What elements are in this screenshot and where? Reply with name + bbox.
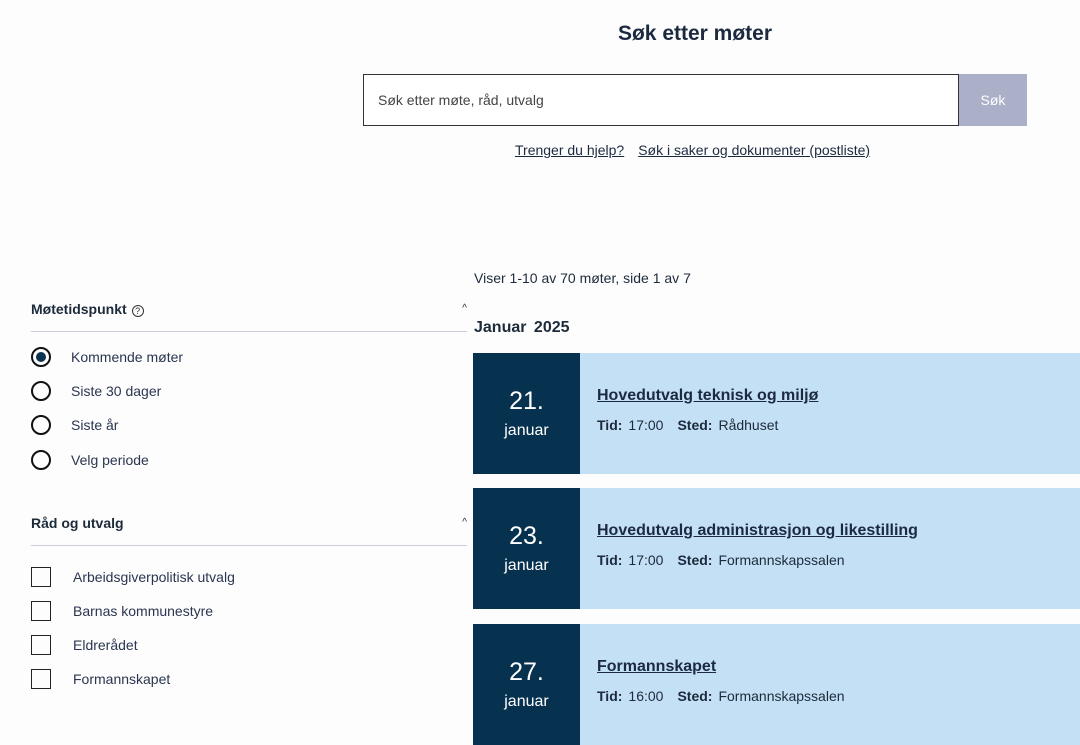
search-input[interactable]: Søk etter møte, råd, utvalg bbox=[363, 74, 959, 126]
option-label: Siste 30 dager bbox=[71, 383, 162, 399]
option-label: Velg periode bbox=[71, 452, 149, 468]
date-month: januar bbox=[504, 422, 549, 439]
option-label: Arbeidsgiverpolitisk utvalg bbox=[73, 569, 235, 585]
meeting-time: 16:00 bbox=[628, 688, 664, 704]
meeting-card[interactable]: 27. januar Formannskapet Tid: 16:00 Sted: Fo… bbox=[473, 624, 1080, 745]
page-title: Søk etter møter bbox=[617, 22, 773, 45]
month-heading: Januar 2025 bbox=[474, 319, 570, 336]
radio-last-year[interactable]: Siste år bbox=[31, 415, 118, 435]
date-day: 23. bbox=[509, 522, 544, 550]
radio-upcoming[interactable]: Kommende møter bbox=[31, 347, 183, 367]
chevron-up-icon[interactable]: ^ bbox=[462, 517, 467, 528]
place-label: Sted: bbox=[677, 417, 713, 433]
option-label: Siste år bbox=[71, 417, 119, 433]
time-label: Tid: bbox=[597, 417, 623, 433]
checkbox-icon[interactable] bbox=[31, 601, 51, 621]
option-label: Kommende møter bbox=[71, 349, 184, 365]
date-block: 23. januar bbox=[473, 488, 580, 609]
filter-bodies-header[interactable]: Råd og utvalg ^ bbox=[31, 500, 467, 546]
meeting-place: Formannskapssalen bbox=[718, 688, 845, 704]
filter-time-header[interactable]: Møtetidspunkt? ^ bbox=[31, 286, 467, 332]
meeting-card[interactable]: 21. januar Hovedutvalg teknisk og miljø T… bbox=[473, 353, 1080, 474]
meeting-time: 17:00 bbox=[628, 552, 664, 568]
meeting-title-link[interactable]: Hovedutvalg teknisk og miljø bbox=[597, 387, 819, 404]
date-day: 21. bbox=[509, 387, 544, 415]
result-count: Viser 1-10 av 70 møter, side 1 av 7 bbox=[474, 270, 691, 286]
radio-last-30[interactable]: Siste 30 dager bbox=[31, 381, 161, 401]
meeting-time: 17:00 bbox=[628, 417, 664, 433]
checkbox-item[interactable]: Eldrerådet bbox=[31, 635, 138, 655]
time-label: Tid: bbox=[597, 688, 623, 704]
option-label: Barnas kommunestyre bbox=[73, 603, 214, 619]
option-label: Formannskapet bbox=[73, 671, 171, 687]
search-placeholder: Søk etter møte, råd, utvalg bbox=[378, 92, 544, 108]
checkbox-icon[interactable] bbox=[31, 567, 51, 587]
checkbox-icon[interactable] bbox=[31, 669, 51, 689]
date-month: januar bbox=[504, 557, 549, 574]
checkbox-item[interactable]: Formannskapet bbox=[31, 669, 170, 689]
filter-time-label: Møtetidspunkt bbox=[31, 300, 127, 317]
radio-icon[interactable] bbox=[31, 381, 51, 401]
radio-icon[interactable] bbox=[31, 450, 51, 470]
help-icon[interactable]: ? bbox=[131, 304, 144, 317]
place-label: Sted: bbox=[677, 688, 713, 704]
filter-bodies-label: Råd og utvalg bbox=[31, 514, 124, 531]
date-block: 21. januar bbox=[473, 353, 580, 474]
meeting-title-link[interactable]: Hovedutvalg administrasjon og likestilli… bbox=[597, 522, 918, 539]
postlist-link[interactable]: Søk i saker og dokumenter (postliste) bbox=[638, 142, 871, 158]
radio-period[interactable]: Velg periode bbox=[31, 450, 149, 470]
meeting-title-link[interactable]: Formannskapet bbox=[597, 658, 717, 675]
chevron-up-icon[interactable]: ^ bbox=[462, 303, 467, 314]
meeting-place: Formannskapssalen bbox=[718, 552, 845, 568]
radio-icon[interactable] bbox=[31, 415, 51, 435]
meeting-place: Rådhuset bbox=[718, 417, 779, 433]
checkbox-item[interactable]: Barnas kommunestyre bbox=[31, 601, 213, 621]
help-link[interactable]: Trenger du hjelp? bbox=[515, 142, 625, 158]
date-day: 27. bbox=[509, 658, 544, 686]
date-month: januar bbox=[504, 693, 549, 710]
checkbox-icon[interactable] bbox=[31, 635, 51, 655]
radio-icon[interactable] bbox=[31, 347, 51, 367]
checkbox-item[interactable]: Arbeidsgiverpolitisk utvalg bbox=[31, 567, 235, 587]
option-label: Eldrerådet bbox=[73, 637, 138, 653]
date-block: 27. januar bbox=[473, 624, 580, 745]
place-label: Sted: bbox=[677, 552, 713, 568]
time-label: Tid: bbox=[597, 552, 623, 568]
search-button[interactable]: Søk bbox=[959, 74, 1027, 126]
meeting-card[interactable]: 23. januar Hovedutvalg administrasjon og … bbox=[473, 488, 1080, 609]
